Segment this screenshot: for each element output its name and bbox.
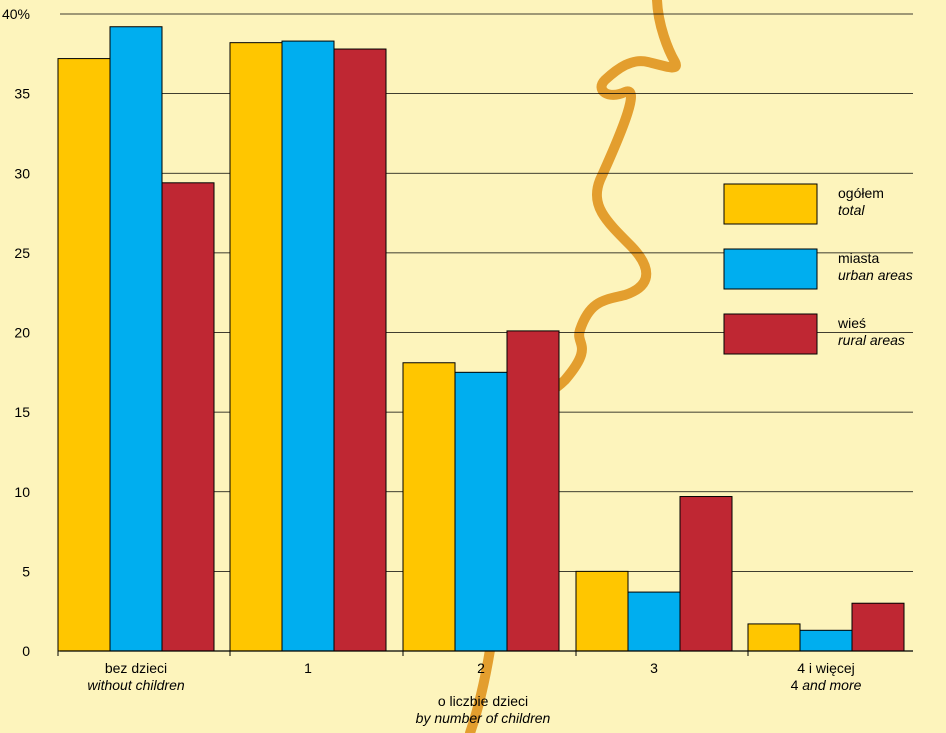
y-tick-label: 25 bbox=[14, 245, 30, 261]
bar bbox=[57, 58, 111, 652]
bar bbox=[575, 570, 629, 652]
bar bbox=[333, 48, 387, 652]
legend-label-en: total bbox=[838, 202, 865, 218]
y-tick-label: 35 bbox=[14, 86, 30, 102]
bar bbox=[851, 602, 905, 652]
x-tick-label: 3 bbox=[650, 660, 658, 676]
bars bbox=[57, 26, 905, 652]
bar bbox=[281, 40, 335, 652]
bar bbox=[506, 330, 560, 652]
legend-swatch bbox=[723, 183, 818, 225]
y-tick-label: 20 bbox=[14, 325, 30, 341]
bar bbox=[679, 496, 733, 652]
x-tick-label-en: 4 and more bbox=[791, 677, 862, 693]
y-tick-label: 10 bbox=[14, 484, 30, 500]
legend-swatch bbox=[723, 313, 818, 355]
bar bbox=[161, 182, 215, 652]
bar bbox=[747, 623, 801, 652]
legend-label: wieś bbox=[837, 315, 866, 331]
y-axis-ticks: 0 5 10 15 20 25 30 35 40% bbox=[2, 6, 30, 659]
y-tick-label: 0 bbox=[22, 643, 30, 659]
bar bbox=[109, 26, 163, 652]
y-tick-label: 15 bbox=[14, 404, 30, 420]
bar bbox=[799, 629, 853, 652]
bar bbox=[402, 362, 456, 652]
x-tick-label: 2 bbox=[477, 660, 485, 676]
legend-label-en: rural areas bbox=[838, 332, 905, 348]
x-tick-label: 1 bbox=[304, 660, 312, 676]
legend-label-en: urban areas bbox=[838, 267, 913, 283]
legend-swatch bbox=[723, 248, 818, 290]
bar bbox=[627, 591, 681, 652]
legend-label: ogółem bbox=[838, 185, 884, 201]
x-axis-title: o liczbie dzieci bbox=[438, 693, 528, 709]
x-tick-label: 4 i więcej bbox=[797, 660, 855, 676]
bar bbox=[454, 371, 508, 652]
y-tick-label: 40% bbox=[2, 6, 30, 22]
y-tick-label: 30 bbox=[14, 165, 30, 181]
x-tick-label: bez dzieci bbox=[105, 660, 167, 676]
bar bbox=[229, 42, 283, 652]
x-axis bbox=[57, 650, 913, 656]
x-axis-title-en: by number of children bbox=[416, 710, 551, 726]
y-tick-label: 5 bbox=[22, 563, 30, 579]
legend-label: miasta bbox=[838, 250, 879, 266]
x-tick-label-en: without children bbox=[87, 677, 184, 693]
